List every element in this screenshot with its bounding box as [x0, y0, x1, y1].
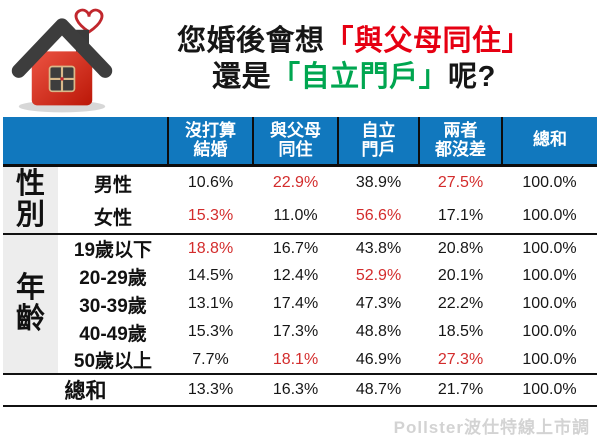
table-row: 50歲以上 7.7% 18.1% 46.9% 27.3% 100.0%: [3, 346, 597, 374]
column-header-no-marriage-plan: 沒打算 結婚: [167, 117, 253, 167]
data-cell: 16.3%: [253, 373, 338, 408]
data-cell: 17.3%: [272, 323, 319, 341]
title-text: 您婚後會想: [176, 24, 325, 57]
table-row: 30-39歲 13.1% 17.4% 47.3% 22.2% 100.0%: [3, 290, 597, 318]
data-cell: 48.7%: [338, 373, 419, 408]
page-title: 您婚後會想「與父母同住」 還是「自立門戶」呢?: [116, 24, 596, 96]
data-cell: 100.0%: [522, 323, 577, 341]
row-label: 19歲以下: [58, 233, 168, 263]
header: 您婚後會想「與父母同住」 還是「自立門戶」呢?: [0, 0, 600, 117]
header-row: 沒打算 結婚 與父母 同住 自立 門戶 兩者 都沒差 總和: [3, 117, 597, 167]
row-label: 女性: [93, 207, 132, 229]
data-cell: 12.4%: [272, 267, 319, 285]
column-header-no-preference: 兩者 都沒差: [418, 117, 502, 167]
data-cell: 13.1%: [187, 295, 234, 313]
data-cell: 100.0%: [502, 233, 597, 263]
data-cell: 11.0%: [273, 207, 318, 225]
data-cell: 13.3%: [168, 373, 253, 408]
title-line-1: 您婚後會想「與父母同住」: [116, 24, 592, 60]
data-cell: 38.9%: [355, 174, 402, 192]
data-cell-highlighted: 22.9%: [272, 174, 319, 192]
data-cell: 18.5%: [437, 323, 484, 341]
data-cell: 22.2%: [437, 295, 484, 313]
data-cell: 47.3%: [355, 295, 402, 313]
title-text: 還是: [212, 60, 272, 93]
column-header-live-with-parents: 與父母 同住: [252, 117, 338, 167]
data-cell: 20.1%: [437, 267, 484, 285]
row-label: 30-39歲: [79, 295, 147, 317]
row-group-label-gender: 性別: [3, 165, 58, 235]
heart-smoke-icon: [74, 8, 104, 34]
data-cell: 10.6%: [187, 174, 234, 192]
data-cell-highlighted: 52.9%: [355, 267, 402, 285]
data-cell: 48.8%: [355, 323, 402, 341]
data-cell: 20.8%: [419, 233, 502, 263]
data-cell: 43.8%: [338, 233, 419, 263]
data-cell: 100.0%: [522, 350, 577, 368]
data-cell: 46.9%: [355, 350, 402, 368]
title-line-2: 還是「自立門戶」呢?: [116, 60, 592, 96]
table-row: 年齡 19歲以下 18.8% 16.7% 43.8% 20.8% 100.0%: [3, 233, 597, 375]
table-header: 沒打算 結婚 與父母 同住 自立 門戶 兩者 都沒差 總和: [3, 117, 597, 167]
title-text: 呢?: [448, 60, 496, 93]
data-cell: 15.3%: [187, 323, 234, 341]
table-row: 40-49歲 15.3% 17.3% 48.8% 18.5% 100.0%: [3, 318, 597, 346]
data-cell-highlighted: 27.5%: [437, 174, 484, 192]
data-cell-highlighted: 18.8%: [168, 233, 253, 263]
total-row-label: 總和: [3, 373, 168, 408]
row-label: 50歲以上: [73, 351, 153, 373]
table-row: 女性 15.3% 11.0% 56.6% 17.1% 100.0%: [3, 200, 597, 235]
table-row: 20-29歲 14.5% 12.4% 52.9% 20.1% 100.0%: [3, 262, 597, 290]
data-cell: 16.7%: [253, 233, 338, 263]
table-body: 性別 男性 10.6% 22.9% 38.9% 27.5% 100.0% 女性 …: [3, 165, 597, 408]
table-row: 性別 男性 10.6% 22.9% 38.9% 27.5% 100.0%: [3, 165, 597, 235]
data-cell: 7.7%: [192, 350, 229, 368]
house-with-heart-smoke-icon: [8, 6, 116, 114]
data-cell-highlighted: 15.3%: [187, 207, 234, 225]
data-cell: 21.7%: [419, 373, 502, 408]
row-label: 男性: [93, 174, 132, 196]
column-header-live-independently: 自立 門戶: [337, 117, 419, 167]
watermark: Pollster波仕特線上市調: [393, 418, 590, 437]
row-group-label-age: 年齡: [3, 233, 58, 375]
data-cell: 100.0%: [522, 267, 577, 285]
corner-cell: [3, 117, 168, 167]
data-cell: 17.1%: [437, 207, 484, 225]
data-cell-highlighted: 27.3%: [437, 350, 484, 368]
data-cell: 17.4%: [272, 295, 319, 313]
roof: [11, 17, 113, 78]
data-cell: 100.0%: [522, 174, 577, 192]
data-cell: 100.0%: [522, 295, 577, 313]
data-cell: 14.5%: [187, 267, 234, 285]
total-row: 總和 13.3% 16.3% 48.7% 21.7% 100.0%: [3, 373, 597, 408]
title-highlight-green: 「自立門戶」: [271, 60, 449, 93]
data-cell-highlighted: 18.1%: [272, 350, 319, 368]
survey-results-table: 沒打算 結婚 與父母 同住 自立 門戶 兩者 都沒差 總和 性別 男性 10.6…: [3, 117, 597, 408]
row-label: 40-49歲: [79, 323, 147, 345]
title-highlight-red: 「與父母同住」: [324, 24, 532, 57]
data-cell-highlighted: 56.6%: [355, 207, 402, 225]
row-label: 20-29歲: [79, 267, 147, 289]
data-cell: 100.0%: [522, 207, 577, 225]
data-cell: 100.0%: [502, 373, 597, 408]
column-header-total: 總和: [501, 117, 597, 167]
